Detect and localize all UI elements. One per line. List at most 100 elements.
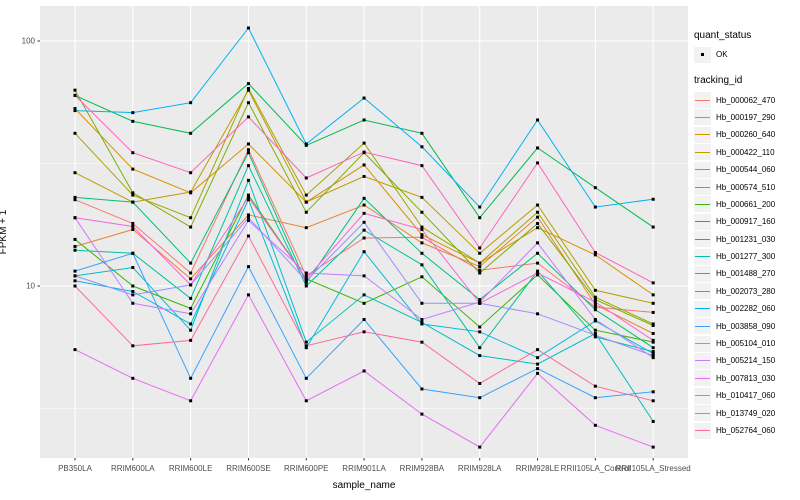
line-swatch-icon	[695, 360, 710, 362]
data-point	[362, 274, 366, 278]
data-point	[304, 376, 308, 380]
data-point	[131, 151, 135, 155]
data-point	[651, 322, 655, 326]
data-point	[131, 119, 135, 123]
line-swatch-icon	[695, 169, 710, 171]
data-point	[478, 298, 482, 302]
data-point	[189, 131, 193, 135]
data-point	[246, 82, 250, 86]
data-point	[362, 150, 366, 154]
data-point	[593, 288, 597, 292]
line-swatch-icon	[695, 256, 710, 258]
data-point	[536, 251, 540, 255]
legend-item-label: Hb_000661_200	[716, 199, 776, 209]
legend-item-label: Hb_007813_030	[716, 373, 776, 383]
data-point	[593, 298, 597, 302]
y-axis-title: FPKM + 1	[0, 210, 9, 255]
data-point	[593, 251, 597, 255]
legend-item-label: OK	[716, 50, 728, 60]
data-point	[651, 419, 655, 423]
legend-item: Hb_002282_060	[694, 300, 800, 317]
line-swatch-icon	[695, 308, 710, 310]
data-point	[304, 346, 308, 350]
data-point	[304, 399, 308, 403]
legend-line-key	[694, 405, 711, 422]
data-point	[73, 107, 77, 111]
legend-line-key	[694, 283, 711, 300]
data-point	[593, 205, 597, 209]
data-point	[73, 248, 77, 252]
data-point	[131, 167, 135, 171]
data-point	[651, 197, 655, 201]
data-point	[536, 161, 540, 165]
legend-item: Hb_001277_300	[694, 248, 800, 265]
data-point	[536, 241, 540, 245]
data-point	[131, 200, 135, 204]
data-point	[362, 330, 366, 334]
data-point	[73, 88, 77, 92]
data-point	[246, 198, 250, 202]
data-point	[131, 111, 135, 115]
data-point	[478, 325, 482, 329]
legend-item-label: Hb_001277_300	[716, 252, 776, 262]
data-point	[362, 301, 366, 305]
data-point	[304, 277, 308, 281]
data-point	[189, 101, 193, 105]
data-point	[651, 338, 655, 342]
data-point	[304, 281, 308, 285]
legend-item-label: Hb_013749_020	[716, 408, 776, 418]
data-point	[362, 141, 366, 145]
line-swatch-icon	[695, 290, 710, 292]
line-swatch-icon	[695, 238, 710, 240]
legend-item-label: Hb_000544_060	[716, 165, 776, 175]
data-point	[478, 261, 482, 265]
legend-item-label: Hb_052764_060	[716, 426, 776, 435]
data-point	[246, 178, 250, 182]
legend-item-label: Hb_003858_090	[716, 321, 776, 331]
data-point	[246, 164, 250, 168]
legend: quant_status OK tracking_id Hb_000062_47…	[694, 24, 800, 439]
legend-item-label: Hb_010417_060	[716, 391, 776, 401]
data-point	[246, 115, 250, 119]
data-point	[246, 86, 250, 90]
legend-item: Hb_005214_150	[694, 352, 800, 369]
line-swatch-icon	[695, 430, 710, 431]
data-point	[73, 269, 77, 273]
legend-item-label: Hb_000917_160	[716, 217, 776, 227]
x-tick-label: PB350LA	[58, 464, 92, 473]
data-point	[420, 340, 424, 344]
data-point	[246, 142, 250, 146]
data-point	[420, 225, 424, 229]
data-point	[593, 295, 597, 299]
data-point	[131, 251, 135, 255]
data-point	[478, 271, 482, 275]
legend-item: Hb_001488_270	[694, 265, 800, 282]
data-point	[651, 310, 655, 314]
data-point	[246, 213, 250, 217]
legend-line-key	[694, 161, 711, 178]
data-point	[189, 225, 193, 229]
data-point	[131, 191, 135, 195]
x-tick-label: RRIM928LE	[515, 464, 560, 473]
line-swatch-icon	[695, 186, 710, 188]
data-point	[189, 283, 193, 287]
legend-title-quant-status: quant_status	[694, 30, 752, 41]
line-swatch-icon	[695, 116, 710, 118]
data-point	[362, 203, 366, 207]
data-point	[304, 344, 308, 348]
legend-line-key	[694, 213, 711, 230]
data-point	[304, 284, 308, 288]
data-point	[478, 381, 482, 385]
data-point	[189, 399, 193, 403]
data-point	[73, 244, 77, 248]
data-point	[651, 356, 655, 360]
data-point	[73, 198, 77, 202]
data-point	[420, 387, 424, 391]
legend-line-key	[694, 144, 711, 161]
legend-line-key	[694, 109, 711, 126]
legend-line-key	[694, 387, 711, 404]
legend-item: Hb_003858_090	[694, 317, 800, 335]
data-point	[651, 323, 655, 327]
data-point	[246, 234, 250, 238]
data-point	[362, 196, 366, 200]
